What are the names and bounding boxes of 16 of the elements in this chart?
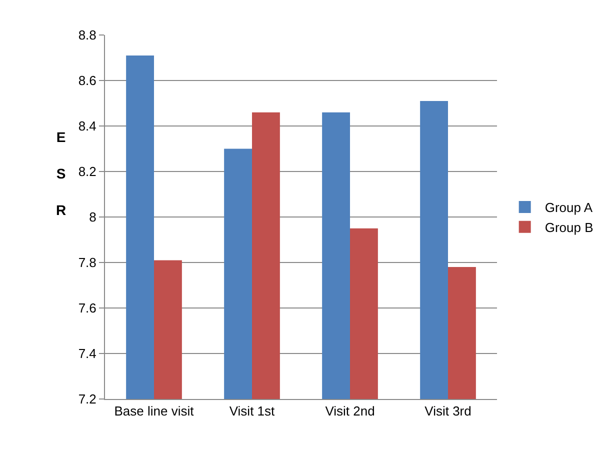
text: ESR <box>56 129 66 218</box>
x-tick-label: Visit 3rd <box>424 404 472 419</box>
y-tick-label: 8.2 <box>78 164 96 180</box>
x-tick-label: Base line visit <box>114 404 194 419</box>
x-tick-label: Visit 2nd <box>325 404 375 419</box>
x-tick-label: Visit 1st <box>229 404 276 419</box>
y-tick-label: 7.6 <box>78 300 96 316</box>
y-tick-label: 7.2 <box>78 392 96 407</box>
y-tick-label: 8.6 <box>78 73 96 88</box>
y-tick-label: 8.8 <box>78 28 96 43</box>
legend-label: Group A <box>544 200 593 216</box>
y-tick-label: 8 <box>89 210 96 225</box>
y-tick-label: 7.4 <box>78 346 96 362</box>
y-tick-label: 8.4 <box>78 118 96 134</box>
y-tick-label: 7.8 <box>78 255 96 270</box>
legend-label: Group B <box>544 220 594 235</box>
